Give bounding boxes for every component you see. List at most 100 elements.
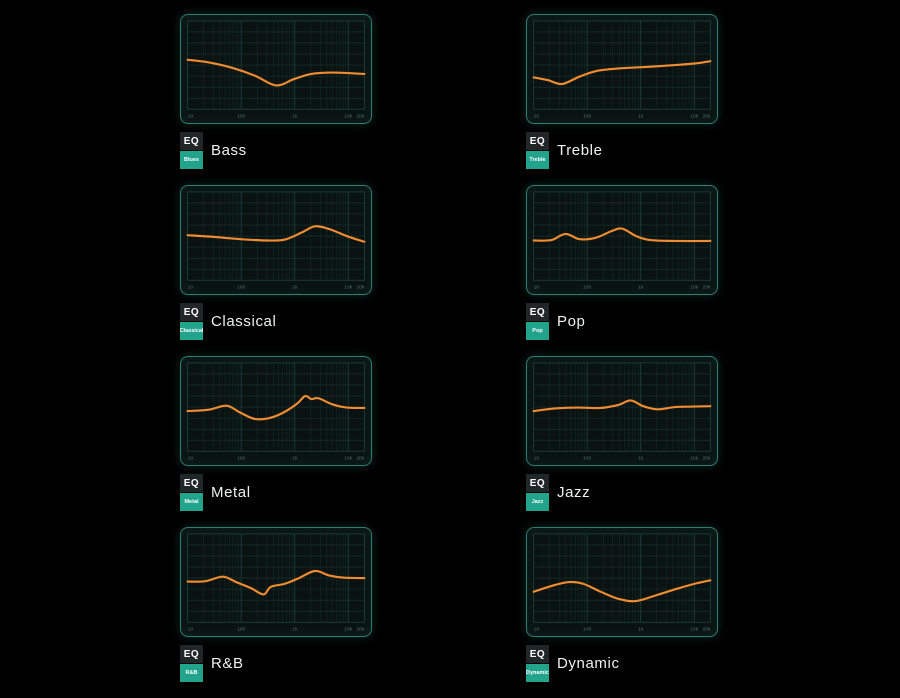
x-tick-label: 10k — [344, 114, 352, 120]
tag-stack: EQ Metal — [180, 474, 203, 511]
eq-curve — [532, 579, 712, 603]
tag-stack: EQ R&B — [180, 645, 203, 682]
preset-name: Metal — [211, 484, 251, 501]
x-tick-label: 10k — [344, 456, 352, 462]
tag-stack: EQ Jazz — [526, 474, 549, 511]
x-tick-label: 100 — [237, 285, 245, 291]
x-tick-label: 1k — [638, 627, 644, 633]
preset-label-row: EQ Classical Classical — [180, 303, 372, 340]
x-tick-label: 1k — [638, 114, 644, 120]
tag-stack: EQ Treble — [526, 132, 549, 169]
x-tick-label: 20k — [356, 114, 364, 120]
preset-label-row: EQ Metal Metal — [180, 474, 372, 511]
x-tick-label: 20k — [702, 456, 710, 462]
tag-stack: EQ Blues — [180, 132, 203, 169]
eq-tag: EQ — [180, 645, 203, 663]
preset-badge: Blues — [180, 151, 203, 169]
tag-stack: EQ Pop — [526, 303, 549, 340]
eq-tag: EQ — [526, 474, 549, 492]
x-tick-label: 10 — [534, 285, 540, 291]
x-tick-label: 10k — [344, 285, 352, 291]
eq-tag: EQ — [526, 303, 549, 321]
preset-card-dynamic[interactable]: 10 100 1k 10k 20k EQ Dynamic Dynamic — [526, 527, 718, 682]
x-tick-label: 100 — [583, 285, 591, 291]
preset-label-row: EQ Pop Pop — [526, 303, 718, 340]
x-tick-label: 1k — [292, 114, 298, 120]
preset-card-classical[interactable]: 10 100 1k 10k 20k EQ Classical Classical — [180, 185, 372, 340]
eq-curve-chart-classical: 10 100 1k 10k 20k — [180, 185, 372, 295]
eq-curve — [532, 399, 712, 413]
preset-name: Bass — [211, 142, 247, 159]
preset-name: Jazz — [557, 484, 591, 501]
preset-label-row: EQ Blues Bass — [180, 132, 372, 169]
preset-card-treble[interactable]: 10 100 1k 10k 20k EQ Treble Treble — [526, 14, 718, 169]
x-tick-label: 20k — [356, 285, 364, 291]
eq-curve-chart-pop: 10 100 1k 10k 20k — [526, 185, 718, 295]
preset-name: Dynamic — [557, 655, 620, 672]
eq-curve — [186, 225, 366, 243]
eq-tag: EQ — [180, 474, 203, 492]
x-tick-label: 10 — [534, 627, 540, 633]
eq-curve — [532, 227, 712, 243]
preset-name: Treble — [557, 142, 603, 159]
x-tick-label: 100 — [237, 627, 245, 633]
x-tick-label: 10k — [690, 456, 698, 462]
preset-card-pop[interactable]: 10 100 1k 10k 20k EQ Pop Pop — [526, 185, 718, 340]
x-tick-label: 1k — [292, 285, 298, 291]
preset-name: Classical — [211, 313, 277, 330]
preset-label-row: EQ R&B R&B — [180, 645, 372, 682]
preset-name: Pop — [557, 313, 586, 330]
x-tick-label: 1k — [638, 285, 644, 291]
x-tick-label: 1k — [292, 627, 298, 633]
x-tick-label: 100 — [237, 114, 245, 120]
x-tick-label: 20k — [702, 114, 710, 120]
x-tick-label: 10k — [690, 627, 698, 633]
preset-badge: R&B — [180, 664, 203, 682]
preset-badge: Jazz — [526, 493, 549, 511]
eq-curve-chart-rnb: 10 100 1k 10k 20k — [180, 527, 372, 637]
x-tick-label: 100 — [583, 627, 591, 633]
x-tick-label: 10 — [188, 627, 194, 633]
eq-curve-chart-metal: 10 100 1k 10k 20k — [180, 356, 372, 466]
eq-tag: EQ — [526, 645, 549, 663]
x-tick-label: 10k — [690, 114, 698, 120]
x-tick-label: 10 — [188, 456, 194, 462]
x-tick-label: 1k — [292, 456, 298, 462]
x-tick-label: 20k — [356, 627, 364, 633]
x-tick-label: 10k — [344, 627, 352, 633]
x-tick-label: 10 — [534, 456, 540, 462]
x-tick-label: 10k — [690, 285, 698, 291]
x-tick-label: 100 — [583, 456, 591, 462]
preset-badge: Metal — [180, 493, 203, 511]
preset-card-bass[interactable]: 10 100 1k 10k 20k EQ Blues Bass — [180, 14, 372, 169]
eq-curve-chart-dynamic: 10 100 1k 10k 20k — [526, 527, 718, 637]
preset-card-rnb[interactable]: 10 100 1k 10k 20k EQ R&B R&B — [180, 527, 372, 682]
preset-card-jazz[interactable]: 10 100 1k 10k 20k EQ Jazz Jazz — [526, 356, 718, 511]
preset-label-row: EQ Jazz Jazz — [526, 474, 718, 511]
eq-curve — [186, 394, 366, 421]
x-tick-label: 10 — [188, 114, 194, 120]
x-tick-label: 20k — [702, 627, 710, 633]
x-tick-label: 20k — [356, 456, 364, 462]
eq-curve — [186, 58, 366, 87]
eq-tag: EQ — [180, 303, 203, 321]
preset-label-row: EQ Treble Treble — [526, 132, 718, 169]
preset-badge: Classical — [180, 322, 203, 340]
tag-stack: EQ Classical — [180, 303, 203, 340]
preset-name: R&B — [211, 655, 244, 672]
eq-curve — [186, 569, 366, 596]
preset-label-row: EQ Dynamic Dynamic — [526, 645, 718, 682]
tag-stack: EQ Dynamic — [526, 645, 549, 682]
eq-curve — [532, 60, 712, 86]
preset-badge: Dynamic — [526, 664, 549, 682]
eq-curve-chart-treble: 10 100 1k 10k 20k — [526, 14, 718, 124]
preset-card-metal[interactable]: 10 100 1k 10k 20k EQ Metal Metal — [180, 356, 372, 511]
x-tick-label: 100 — [237, 456, 245, 462]
x-tick-label: 100 — [583, 114, 591, 120]
eq-curve-chart-jazz: 10 100 1k 10k 20k — [526, 356, 718, 466]
eq-tag: EQ — [180, 132, 203, 150]
preset-badge: Pop — [526, 322, 549, 340]
x-tick-label: 1k — [638, 456, 644, 462]
preset-badge: Treble — [526, 151, 549, 169]
x-tick-label: 10 — [534, 114, 540, 120]
